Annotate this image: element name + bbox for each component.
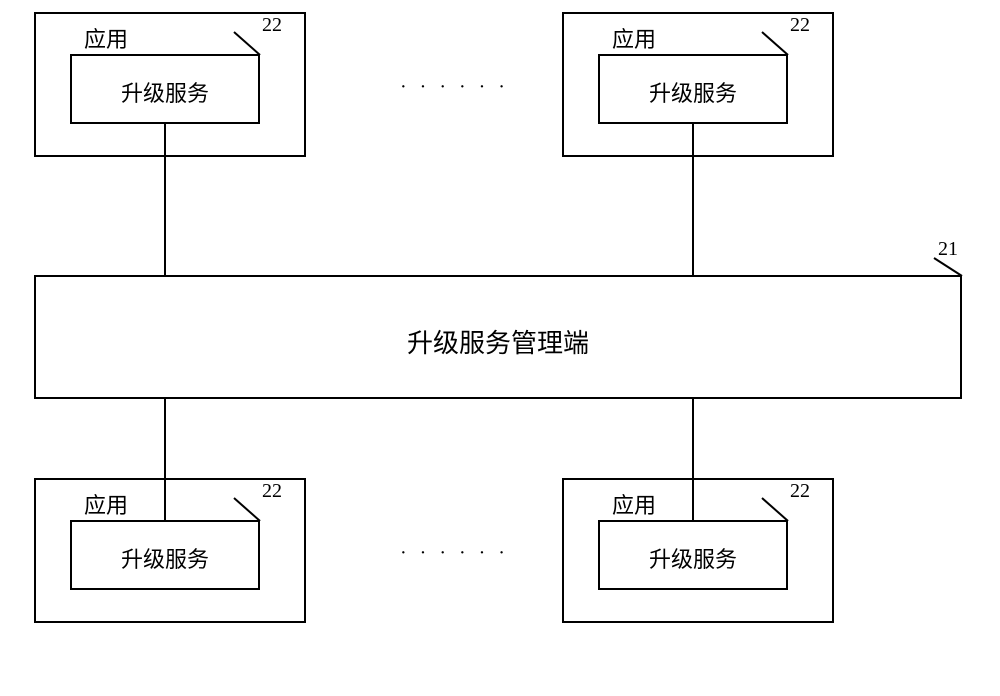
service-box-bottom-right: 升级服务 bbox=[598, 520, 788, 590]
ref-label-manager: 21 bbox=[938, 238, 958, 261]
app-label: 应用 bbox=[84, 22, 128, 54]
ellipsis-bottom: · · · · · · bbox=[400, 542, 509, 565]
service-box-top-right: 升级服务 bbox=[598, 54, 788, 124]
connector-tr bbox=[692, 124, 694, 275]
service-label: 升级服务 bbox=[600, 76, 786, 108]
ellipsis-top: · · · · · · bbox=[400, 76, 509, 99]
service-manager-label: 升级服务管理端 bbox=[36, 323, 960, 360]
app-label: 应用 bbox=[612, 488, 656, 520]
ref-label-app-bl: 22 bbox=[262, 480, 282, 503]
service-manager-box: 升级服务管理端 bbox=[34, 275, 962, 399]
ref-label-app-tr: 22 bbox=[790, 14, 810, 37]
ref-label-app-tl: 22 bbox=[262, 14, 282, 37]
service-label: 升级服务 bbox=[72, 542, 258, 574]
connector-br bbox=[692, 399, 694, 520]
diagram-canvas: 应用 升级服务 应用 升级服务 升级服务管理端 应用 升级服务 应用 升级服务 … bbox=[0, 0, 1000, 696]
service-box-top-left: 升级服务 bbox=[70, 54, 260, 124]
connector-tl bbox=[164, 124, 166, 275]
connector-bl bbox=[164, 399, 166, 520]
ref-label-app-br: 22 bbox=[790, 480, 810, 503]
service-label: 升级服务 bbox=[600, 542, 786, 574]
app-label: 应用 bbox=[612, 22, 656, 54]
service-label: 升级服务 bbox=[72, 76, 258, 108]
app-label: 应用 bbox=[84, 488, 128, 520]
service-box-bottom-left: 升级服务 bbox=[70, 520, 260, 590]
